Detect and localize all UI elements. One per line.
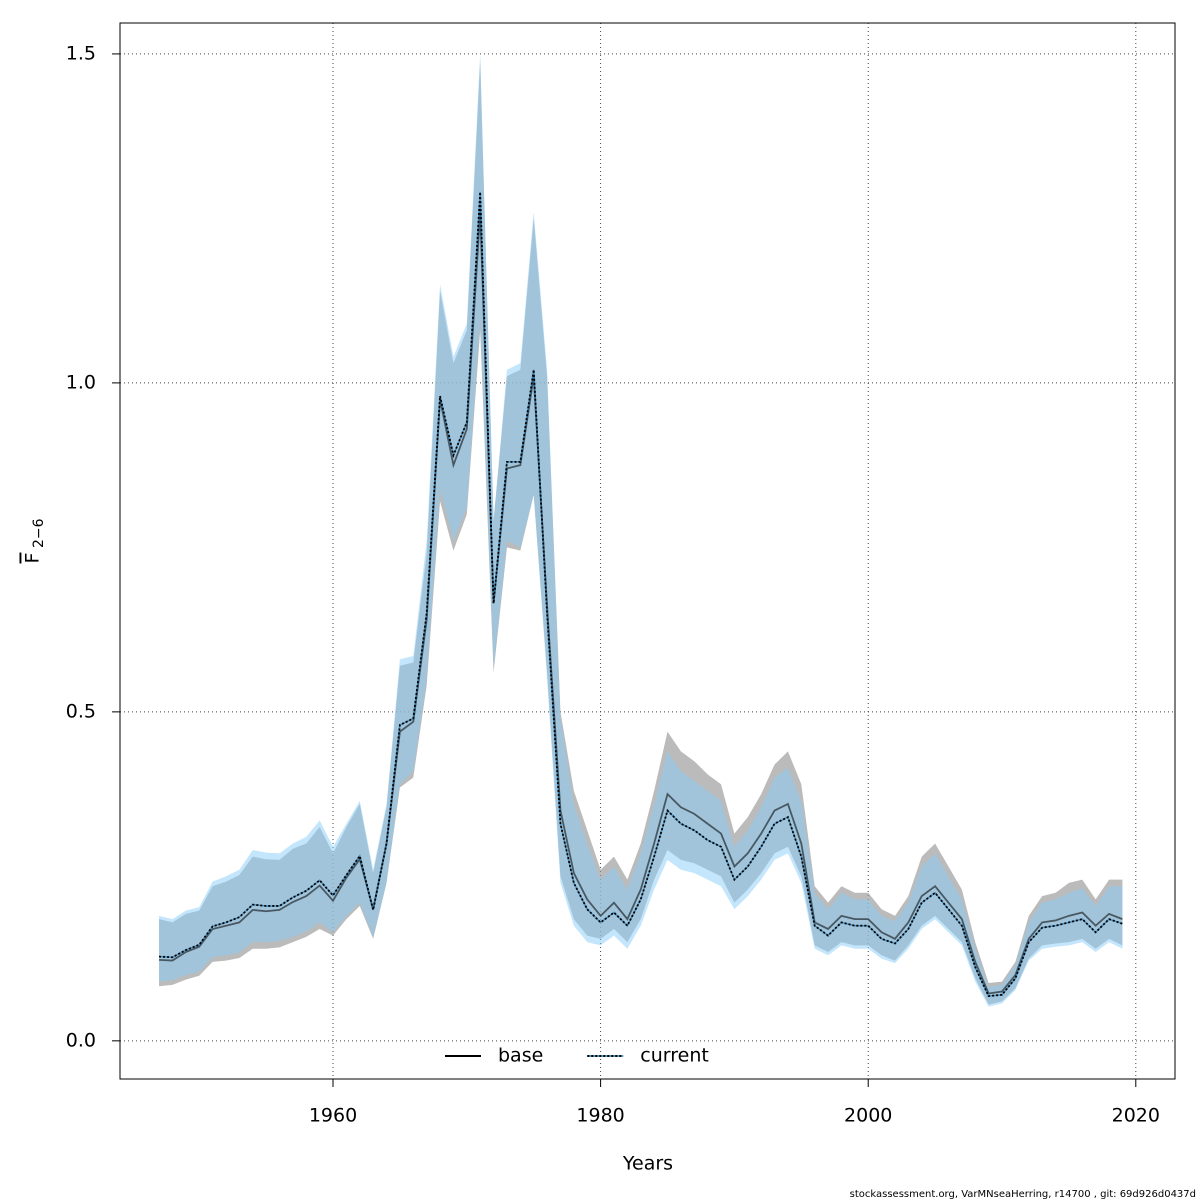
x-tick-label: 1980 [576,1105,624,1127]
y-axis-label-sub: 2−6 [31,518,47,548]
legend-label: current [640,1045,709,1067]
y-tick-label: 0.0 [66,1029,96,1051]
y-axis-label-main: F [22,553,44,564]
legend-label: base [498,1045,543,1067]
footer: stockassessment.org, VarMNseaHerring, r1… [850,1189,1196,1200]
plot-frame [119,22,1176,1080]
y-axis-label: F 2−6 [22,518,48,563]
series-line [159,211,1123,995]
x-tick-label: 1960 [309,1105,357,1127]
x-tick-label: 2020 [1112,1105,1160,1127]
series-line [159,192,1123,998]
y-tick-label: 1.5 [66,42,96,64]
x-axis-label: Years [622,1153,673,1175]
confidence-band [159,53,1123,1007]
y-tick-label: 1.0 [66,371,96,393]
y-tick-label: 0.5 [66,700,96,722]
x-tick-label: 2000 [844,1105,892,1127]
